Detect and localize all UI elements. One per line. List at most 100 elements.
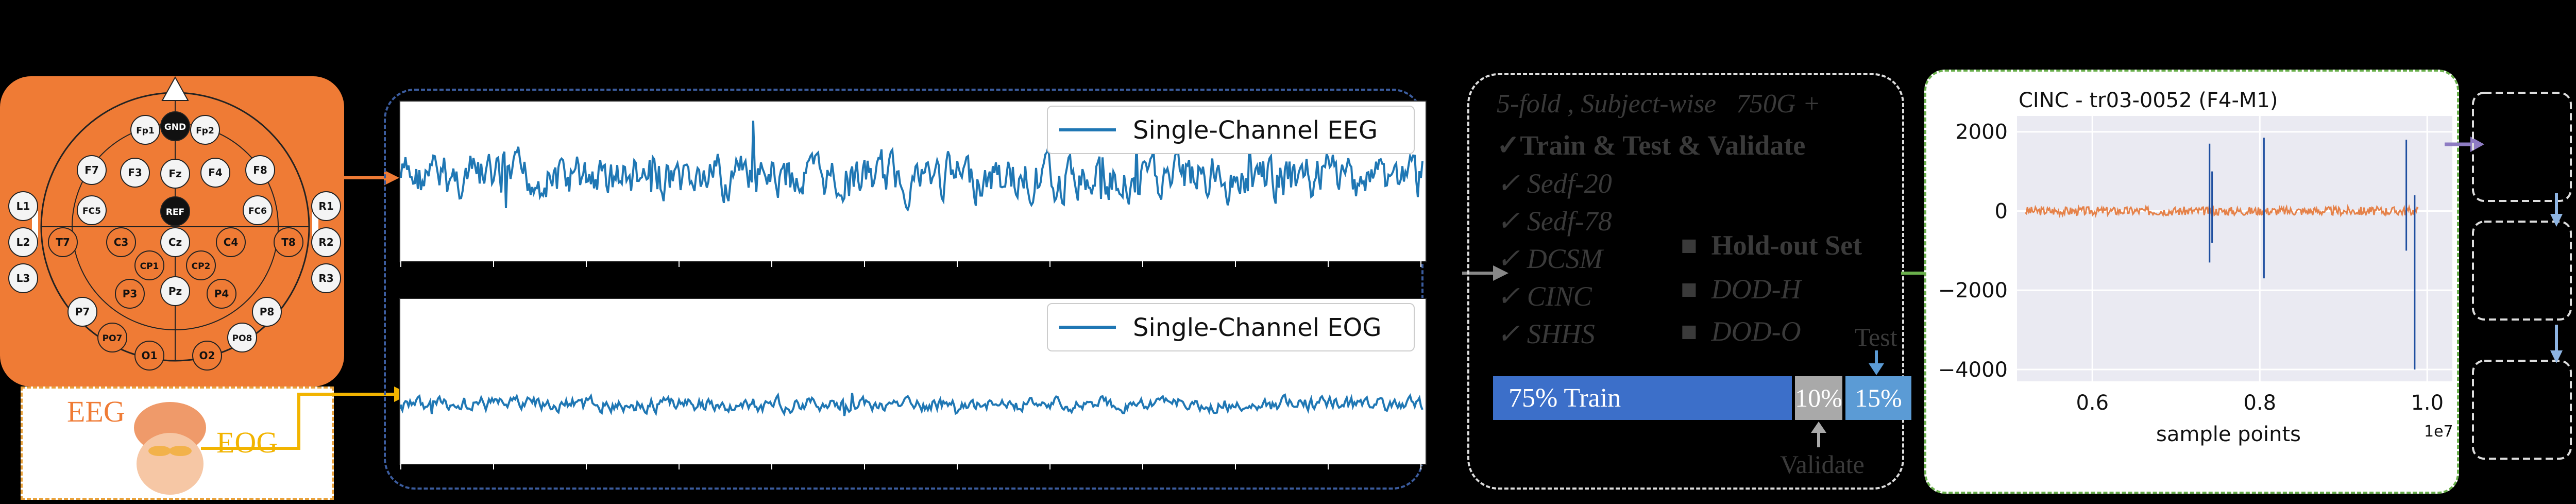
electrode-label: Fz [168,167,181,180]
electrode-label: FC6 [248,206,267,216]
test-arrow-icon [1869,363,1884,375]
electrode-p3: P3 [115,279,145,309]
electrode-label: PO8 [232,333,252,344]
pipeline-box-3 [2472,360,2572,460]
electrode-l3: L3 [8,263,38,293]
eeg-legend-swatch [1059,128,1116,131]
electrode-fc5: FC5 [77,195,107,225]
train-dataset-item: ✓ DCSM [1497,243,1603,274]
split-test-bar: 15% [1845,376,1911,420]
electrode-fz: Fz [160,159,190,189]
electrode-o2: O2 [192,341,222,371]
right-eye-icon [169,446,192,456]
chart-xlabel: sample points [2156,423,2301,446]
electrode-label: REF [166,207,184,217]
chart-x-tick-label: 0.8 [2243,391,2276,415]
electrode-label: R3 [318,272,333,284]
chart-x-tick-label: 1.0 [2411,391,2444,415]
chart-y-tick-label: −4000 [1938,358,2008,382]
chart-y-tick-label: 0 [1995,199,2008,223]
holdout-dataset-list: ■ DOD-H ■ DOD-O [1681,268,1801,352]
electrode-po8: PO8 [227,323,257,352]
electrode-fp1: Fp1 [130,115,160,145]
split-validate-bar: 10% [1795,376,1842,420]
eog-legend-label: Single-Channel EOG [1133,313,1382,342]
electrode-l1: L1 [8,191,38,221]
train-dataset-list: ✓ Sedf-20 ✓ Sedf-78 ✓ DCSM ✓ CINC ✓ SHHS [1497,165,1612,353]
pipeline-box-1 [2472,92,2572,202]
electrode-label: PO7 [103,333,123,344]
electrode-p8: P8 [252,297,282,327]
electrode-fp2: Fp2 [190,115,220,145]
eeg-legend: Single-Channel EEG [1047,106,1415,154]
electrode-c3: C3 [106,227,136,257]
electrode-label: R2 [318,236,333,248]
holdout-title: ■ Hold-out Set [1681,230,1862,261]
electrode-ref: REF [160,196,190,226]
signal-panel [384,89,1423,490]
eeg-legend-label: Single-Channel EEG [1133,116,1378,145]
electrode-label: GND [164,122,186,132]
electrode-label: F8 [253,164,267,176]
electrode-f3: F3 [120,158,150,188]
electrode-label: Cz [168,236,182,248]
eog-legend: Single-Channel EOG [1047,303,1415,351]
electrode-label: C3 [114,236,129,248]
nose-icon [161,76,189,101]
left-eye-icon [148,446,171,456]
electrode-label: T7 [56,236,70,248]
train-dataset-item: ✓ Sedf-20 [1497,168,1612,199]
electrode-f4: F4 [200,158,230,188]
eog-trace [400,392,1423,416]
electrode-po7: PO7 [97,323,127,352]
electrode-r3: R3 [311,263,341,293]
train-dataset-item: ✓ CINC [1497,281,1592,312]
electrode-label: CP1 [140,261,159,272]
test-label: Test [1855,323,1897,351]
eeg-face-label: EEG [67,395,125,428]
electrode-label: P4 [214,288,229,300]
electrode-label: FC5 [82,206,101,216]
validate-label: Validate [1780,450,1865,479]
electrode-l2: L2 [8,227,38,257]
train-test-validate-title: ✓Train & Test & Validate [1497,130,1806,161]
electrode-cp2: CP2 [186,250,216,280]
electrode-gnd: GND [160,111,190,141]
holdout-dataset-item: ■ DOD-H [1681,274,1801,305]
electrode-label: Fp1 [136,126,155,136]
chart-x-tick-label: 0.6 [2076,391,2109,415]
electrode-t7: T7 [48,227,78,257]
validate-arrow-icon [1811,422,1826,433]
electrode-label: F4 [208,166,223,179]
electrode-label: L3 [16,272,30,284]
chart-y-tick-label: −2000 [1938,279,2008,303]
train-dataset-item: ✓ SHHS [1497,318,1595,349]
chart-y-tick-label: 2000 [1955,121,2008,144]
electrode-t8: T8 [274,227,303,257]
chart-offset-label: 1e7 [2424,423,2453,441]
electrode-f8: F8 [245,155,275,185]
dataset-header: 5-fold , Subject-wise 750G + [1497,89,1821,119]
chart-series-line [2025,204,2419,219]
electrode-label: Fp2 [196,126,214,136]
eog-connector-line [201,393,394,450]
holdout-dataset-item: ■ DOD-O [1681,316,1801,347]
electrode-p7: P7 [67,297,97,327]
split-train-bar: 75% Train [1493,376,1792,420]
blue-down-arrow-icon-2 [2550,350,2563,363]
eog-legend-swatch [1059,326,1116,329]
electrode-c4: C4 [216,227,246,257]
electrode-cz: Cz [160,227,190,257]
electrode-p4: P4 [207,279,236,309]
electrode-label: O1 [142,349,158,362]
dataset-panel [1467,73,1904,490]
electrode-label: F7 [84,164,99,176]
eog-face-label: EOG [216,426,278,459]
electrode-label: CP2 [192,261,211,272]
electrode-label: P8 [260,306,275,318]
